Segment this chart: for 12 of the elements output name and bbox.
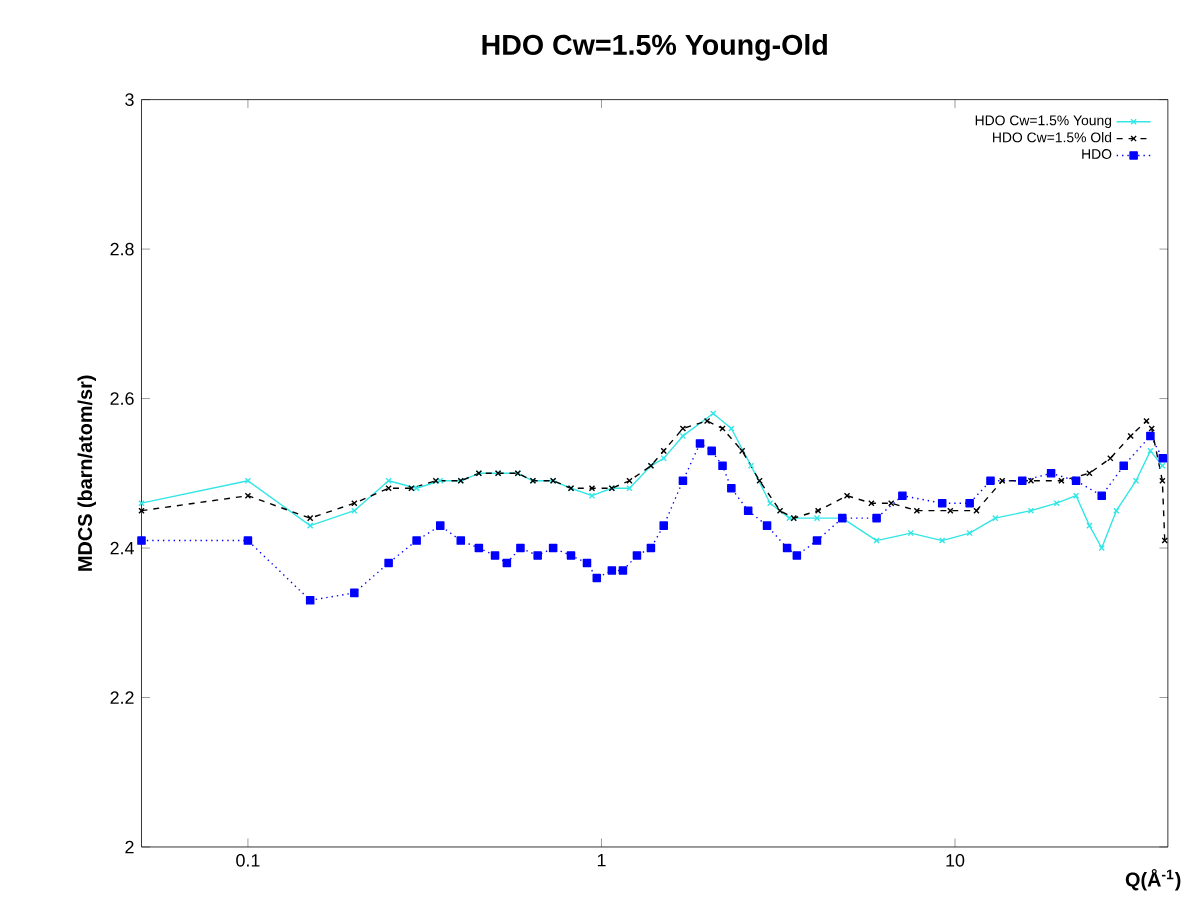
y-tick-label: 2.2 xyxy=(110,690,134,704)
y-tick-label: 2.4 xyxy=(110,541,134,554)
x-tick-label: 0.1 xyxy=(236,853,260,867)
x-axis-title: Q(Å$^{-1}$) xyxy=(1125,868,1181,891)
y-tick-label: 2.6 xyxy=(110,391,134,405)
x-tick-label: 1 xyxy=(597,853,606,866)
y-tick-label: 3 xyxy=(125,92,134,106)
y-tick-label: 2.8 xyxy=(110,242,134,256)
y-tick-label: 2 xyxy=(125,840,134,853)
x-tick-label: 10 xyxy=(946,853,965,867)
y-axis-title: MDCS (barn/atom/sr) xyxy=(77,375,96,571)
chart-title: HDO Cw=1.5% Young-Old xyxy=(482,33,827,61)
